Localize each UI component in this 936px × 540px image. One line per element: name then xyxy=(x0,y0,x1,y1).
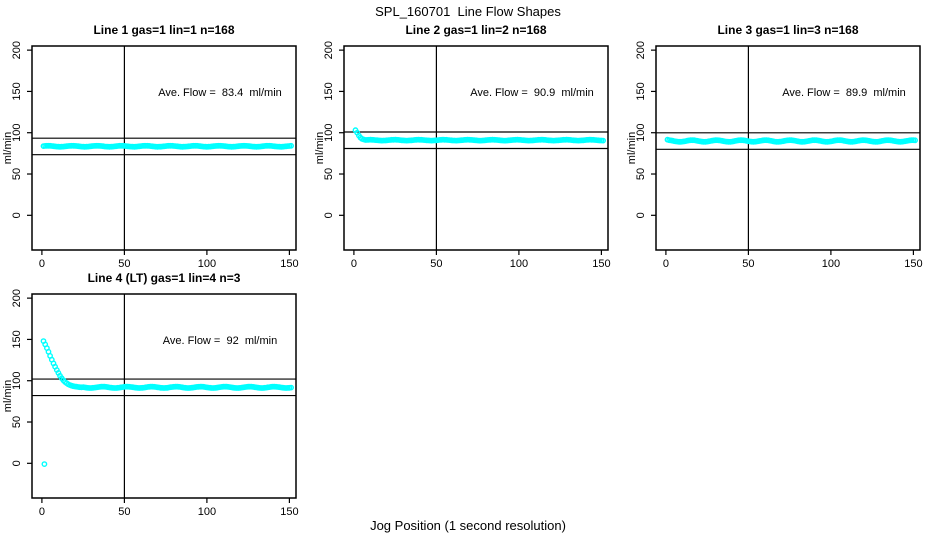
y-tick-label: 50 xyxy=(635,168,647,180)
y-tick-label: 0 xyxy=(11,212,23,218)
subplot-title: Line 2 gas=1 lin=2 n=168 xyxy=(405,23,547,37)
x-tick-label: 150 xyxy=(592,258,610,270)
y-tick-label: 100 xyxy=(323,124,335,142)
x-axis-ticks: 0 50 100 150 xyxy=(39,498,299,518)
y-tick-label: 100 xyxy=(11,372,23,390)
reference-lines xyxy=(32,294,296,498)
plot-canvas-line-3: 0 50 100 150 0 50 100 150 200 xyxy=(635,41,923,270)
y-axis-label: ml/min xyxy=(314,131,326,165)
y-axis-label: ml/min xyxy=(2,379,14,413)
plot-box xyxy=(31,293,297,499)
ave-flow-annotation: Ave. Flow = 90.9 ml/min xyxy=(470,87,594,99)
ave-flow-annotation: Ave. Flow = 92 ml/min xyxy=(162,335,278,347)
reference-lines xyxy=(656,46,920,250)
x-axis-ticks: 0 50 100 150 xyxy=(663,250,923,270)
subplot-line-1: 0 50 100 150 0 50 100 150 200 Line 1 gas=1 lin=1… xyxy=(0,20,312,270)
y-tick-label: 200 xyxy=(323,41,335,59)
x-tick-label: 0 xyxy=(663,258,669,270)
x-tick-label: 50 xyxy=(118,506,130,518)
plot-canvas-line-1: 0 50 100 150 0 50 100 150 200 xyxy=(11,41,299,270)
data-points xyxy=(664,136,918,145)
x-axis-label: Jog Position (1 second resolution) xyxy=(370,518,566,533)
subplot-title: Line 1 gas=1 lin=1 n=168 xyxy=(93,23,235,37)
subplot-title: Line 3 gas=1 lin=3 n=168 xyxy=(717,23,859,37)
ave-flow-annotation: Ave. Flow = 89.9 ml/min xyxy=(782,87,906,99)
y-axis-label: ml/min xyxy=(2,131,14,165)
data-points xyxy=(352,127,606,144)
x-axis-ticks: 0 50 100 150 xyxy=(351,250,611,270)
x-tick-label: 100 xyxy=(510,258,528,270)
y-axis-ticks: 0 50 100 150 200 xyxy=(323,41,344,218)
x-tick-label: 50 xyxy=(118,258,130,270)
x-axis-ticks: 0 50 100 150 xyxy=(39,250,299,270)
subplot-line-2: 0 50 100 150 0 50 100 150 200 Line 2 gas=1 lin=2… xyxy=(312,20,624,270)
x-tick-label: 100 xyxy=(198,506,216,518)
plot-box xyxy=(31,45,297,251)
x-tick-label: 50 xyxy=(742,258,754,270)
y-tick-label: 50 xyxy=(11,416,23,428)
plot-canvas-line-4: 0 50 100 150 0 50 100 150 200 xyxy=(11,289,299,518)
y-tick-label: 150 xyxy=(11,82,23,100)
subplot-title: Line 4 (LT) gas=1 lin=4 n=3 xyxy=(87,271,241,285)
y-tick-label: 50 xyxy=(323,168,335,180)
plot-box xyxy=(343,45,609,251)
y-tick-label: 150 xyxy=(635,82,647,100)
plot-box xyxy=(655,45,921,251)
plot-canvas-line-2: 0 50 100 150 0 50 100 150 200 xyxy=(323,41,611,270)
x-tick-label: 0 xyxy=(351,258,357,270)
y-tick-label: 0 xyxy=(635,212,647,218)
reference-lines xyxy=(344,46,608,250)
x-tick-label: 150 xyxy=(280,506,298,518)
y-tick-label: 0 xyxy=(323,212,335,218)
y-tick-label: 150 xyxy=(11,330,23,348)
ave-flow-annotation: Ave. Flow = 83.4 ml/min xyxy=(158,87,282,99)
y-tick-label: 200 xyxy=(11,289,23,307)
data-points xyxy=(40,338,294,468)
y-tick-label: 200 xyxy=(11,41,23,59)
x-tick-label: 0 xyxy=(39,258,45,270)
x-tick-label: 50 xyxy=(430,258,442,270)
y-tick-label: 200 xyxy=(635,41,647,59)
x-tick-label: 0 xyxy=(39,506,45,518)
y-tick-label: 100 xyxy=(11,124,23,142)
y-axis-ticks: 0 50 100 150 200 xyxy=(635,41,656,218)
subplot-line-3: 0 50 100 150 0 50 100 150 200 Line 3 gas=1 lin=3… xyxy=(624,20,936,270)
page-title: SPL_160701 Line Flow Shapes xyxy=(375,4,561,19)
x-tick-label: 150 xyxy=(904,258,922,270)
y-axis-label: ml/min xyxy=(626,131,638,165)
y-tick-label: 150 xyxy=(323,82,335,100)
x-tick-label: 100 xyxy=(822,258,840,270)
y-axis-ticks: 0 50 100 150 200 xyxy=(11,289,32,466)
x-tick-label: 150 xyxy=(280,258,298,270)
y-tick-label: 100 xyxy=(635,124,647,142)
y-axis-ticks: 0 50 100 150 200 xyxy=(11,41,32,218)
subplot-line-4: 0 50 100 150 0 50 100 150 200 Line 4 (LT) gas=1 … xyxy=(0,268,312,518)
data-points xyxy=(40,142,294,150)
y-tick-label: 0 xyxy=(11,460,23,466)
x-tick-label: 100 xyxy=(198,258,216,270)
y-tick-label: 50 xyxy=(11,168,23,180)
